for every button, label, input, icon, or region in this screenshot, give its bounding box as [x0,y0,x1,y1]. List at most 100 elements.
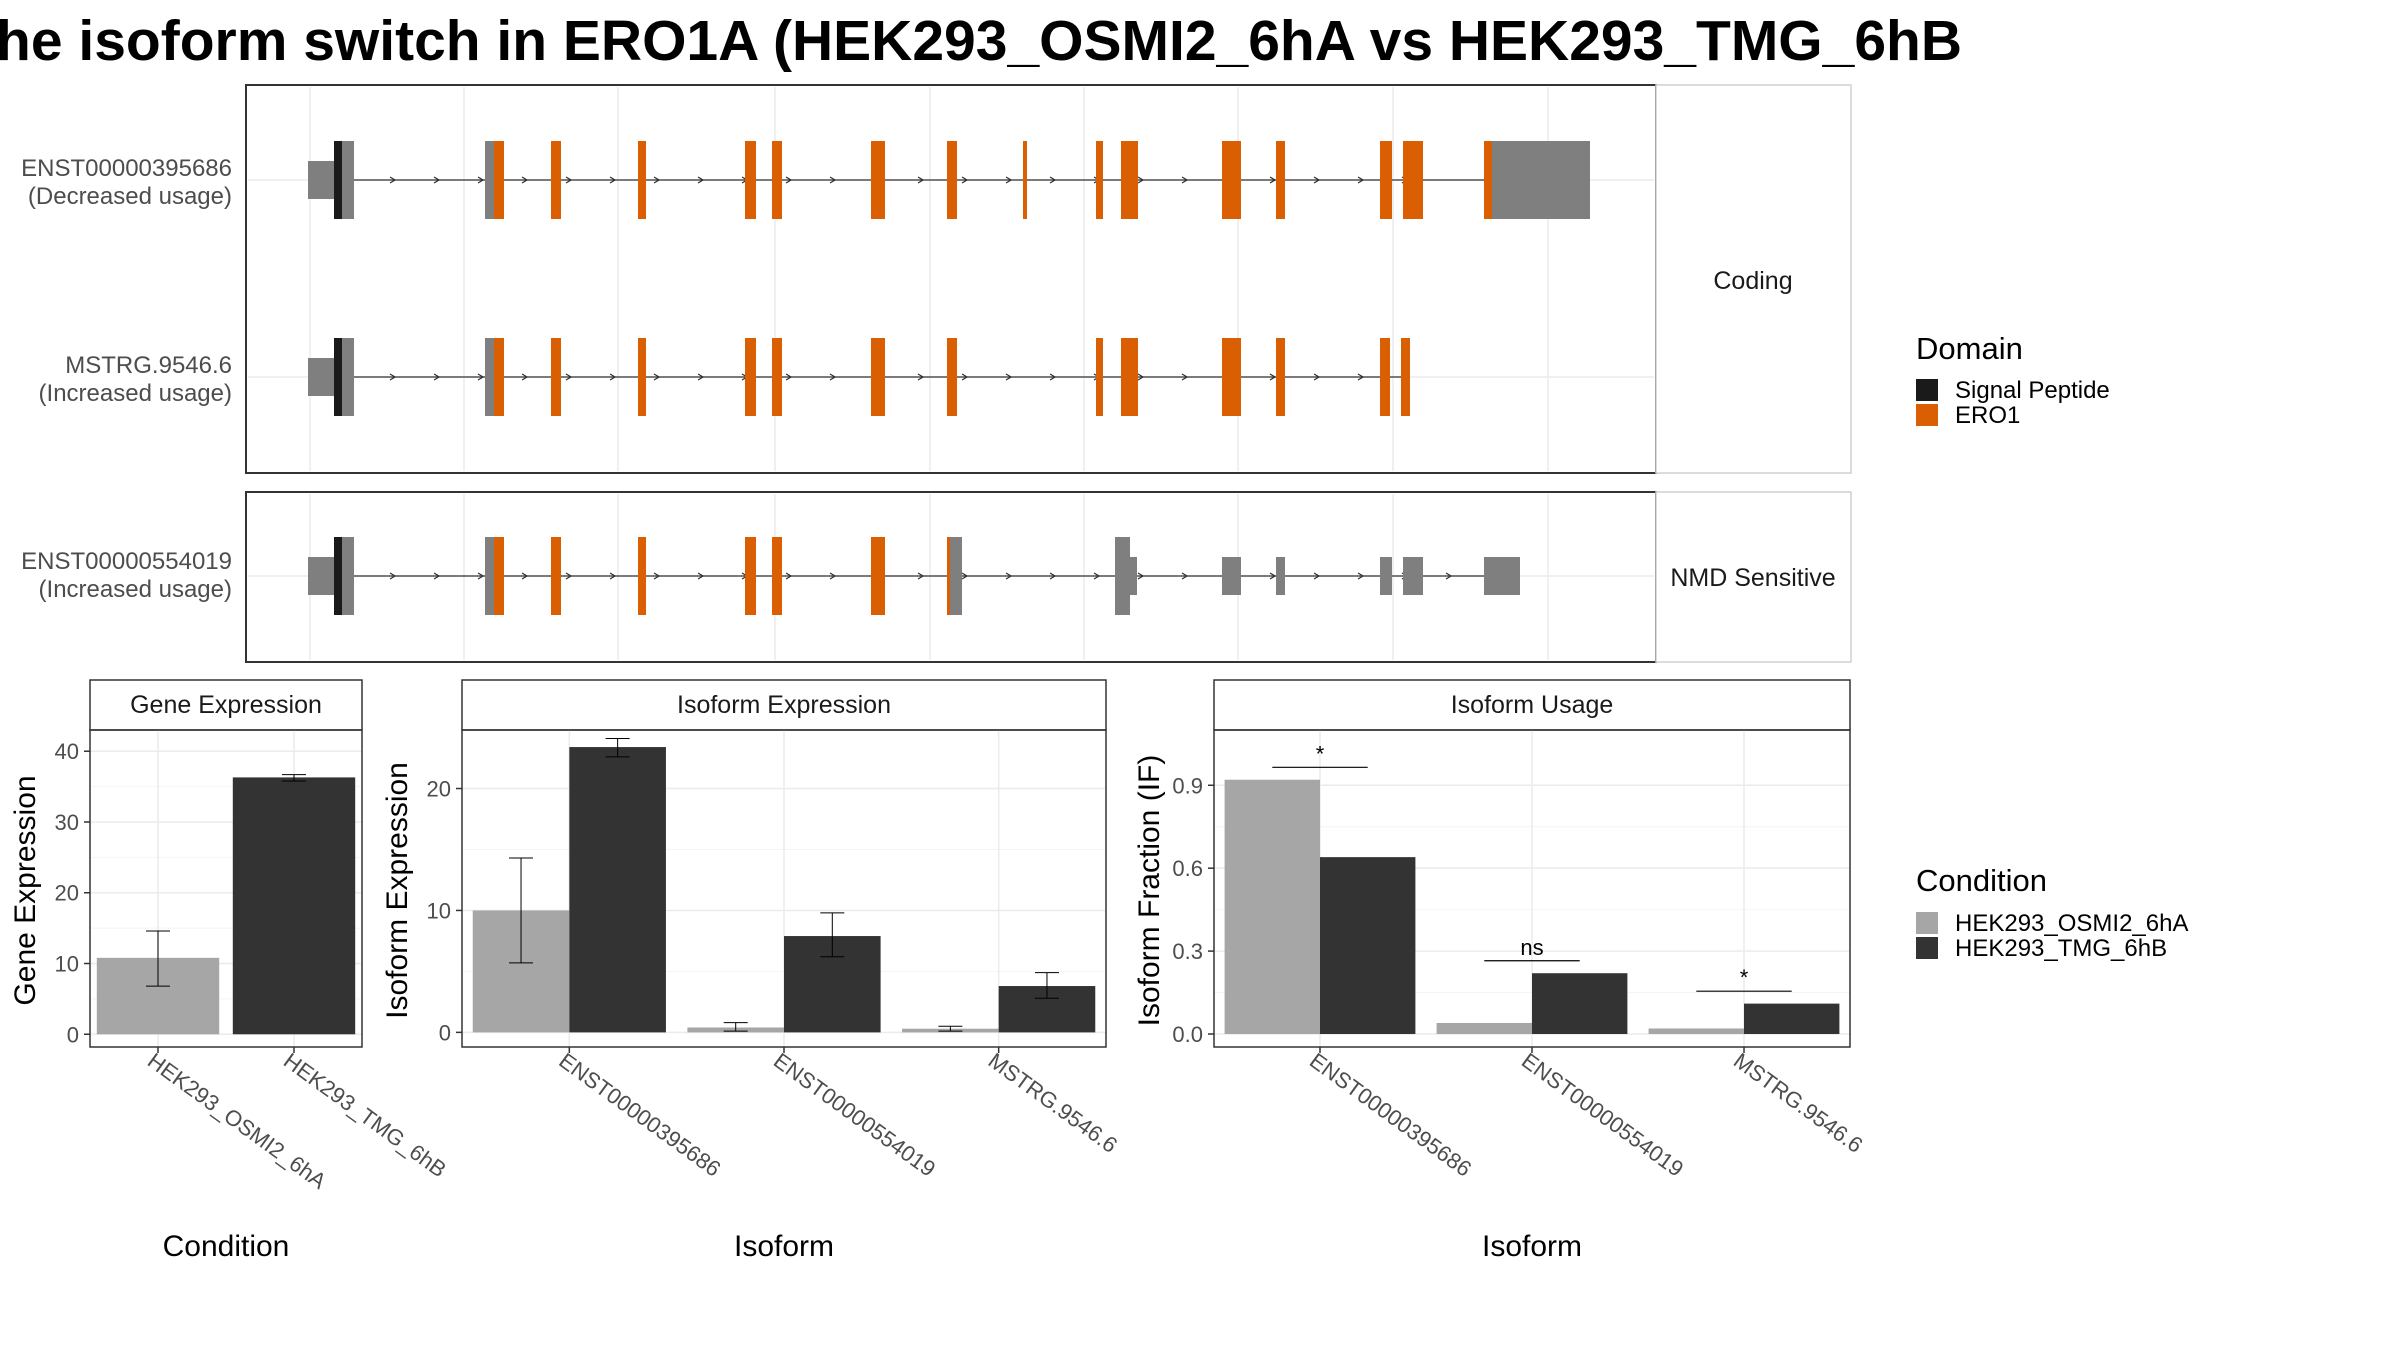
exon-ero1 [1222,141,1241,219]
intron-arrow [1313,373,1321,381]
exon-ero1 [745,338,756,416]
isoform-usage-chart: Isoform Usage * ns * 0.0 0.3 0.6 0.9 ENST0000039… [1133,679,1867,1263]
intron-arrow [565,373,573,381]
exon-ero1 [947,537,950,615]
exon-noncoding [1276,557,1285,595]
exon-ero1 [638,338,646,416]
exon-ero1 [871,141,885,219]
transcript-structure-panel: Coding NMD Sensitive ENST00000395686 (De… [21,84,1852,663]
significance-label: * [1740,965,1749,990]
exon-ero1 [745,537,756,615]
exon-noncoding [485,141,494,219]
intron-arrow [1049,572,1057,580]
intron-arrow [1357,373,1365,381]
figure-title: he isoform switch in ERO1A (HEK293_OSMI2… [0,9,1962,73]
exon-ero1 [1121,338,1138,416]
exon-ero1 [1401,338,1410,416]
exon-ero1 [494,141,504,219]
y-tick-label: 20 [427,777,451,802]
intron-arrow [1269,373,1277,381]
legend-key-tmg [1916,937,1938,959]
intron-arrow [653,176,661,184]
exon-ero1 [494,338,504,416]
intron-arrow [829,572,837,580]
legend-label-ero1: ERO1 [1955,402,2020,429]
nmd-strip-box [1655,491,1852,663]
legend-label-tmg: HEK293_TMG_6hB [1955,935,2167,962]
exon-ero1 [551,537,561,615]
intron-arrow [477,373,485,381]
intron-arrow [609,373,617,381]
bar [1744,1003,1840,1035]
y-axis-title: Isoform Expression [381,762,414,1019]
intron-arrow [917,572,925,580]
intron-arrow [1181,176,1189,184]
exon-noncoding [308,557,334,595]
x-axis-title: Condition [163,1230,290,1263]
condition-legend: Condition HEK293_OSMI2_6hA HEK293_TMG_6h… [1916,863,2188,962]
intron-arrow [1357,572,1365,580]
exon-noncoding [1222,557,1241,595]
intron-arrow [1137,176,1145,184]
strip-nmd-sensitive: NMD Sensitive [1670,564,1835,592]
y-tick-label: 0.6 [1172,856,1203,881]
strip-label: Isoform Usage [1451,691,1614,719]
exon-noncoding [308,358,334,396]
intron-arrow [1005,572,1013,580]
intron-arrow [1445,572,1453,580]
intron-arrow [829,176,837,184]
exon-signal-peptide [334,537,342,615]
intron-arrow [1181,572,1189,580]
y-tick-label: 0.0 [1172,1022,1203,1047]
exon-ero1 [1403,141,1423,219]
legend-key-ero1 [1916,404,1938,426]
intron-arrow [697,572,705,580]
bar [569,747,666,1033]
intron-arrow [653,572,661,580]
isoform-label-1-usage: (Decreased usage) [28,183,232,210]
exon-noncoding [485,537,494,615]
panel-border [89,729,363,1048]
intron-arrow [1005,373,1013,381]
x-tick-label: ENST00000554019 [1517,1048,1688,1182]
intron-arrow [961,373,969,381]
y-axis-title: Isoform Fraction (IF) [1133,755,1166,1027]
exon-noncoding [485,338,494,416]
significance-label: * [1316,741,1325,766]
x-tick-label: ENST00000395686 [1305,1048,1476,1182]
y-tick-label: 10 [427,898,451,923]
isoform-label-1-id: ENST00000395686 [21,155,232,182]
bar [1436,1022,1532,1035]
legend-label-signal-peptide: Signal Peptide [1955,377,2110,404]
condition-legend-title: Condition [1916,863,2047,898]
intron-arrow [389,572,397,580]
y-tick-label: 0.9 [1172,773,1203,798]
exon-ero1 [772,537,782,615]
x-axis-title: Isoform [734,1230,834,1263]
legend-label-osmi2: HEK293_OSMI2_6hA [1955,910,2188,937]
exon-noncoding [1115,537,1130,615]
intron-arrow [521,373,529,381]
intron-arrow [785,373,793,381]
exon-ero1 [1276,338,1285,416]
bar [232,777,356,1035]
exon-noncoding [308,161,334,199]
coding-strip-box [1655,84,1852,474]
exon-noncoding [342,338,354,416]
exon-ero1 [494,537,504,615]
exon-ero1 [551,141,561,219]
y-tick-label: 40 [55,739,79,764]
exon-ero1 [871,537,885,615]
x-tick-label: ENST00000554019 [769,1048,940,1182]
intron-arrow [1005,176,1013,184]
domain-legend-title: Domain [1916,331,2023,366]
intron-arrow [477,572,485,580]
strip-label: Gene Expression [130,691,322,719]
exon-ero1 [1023,141,1027,219]
isoform-label-3-id: ENST00000554019 [21,548,232,575]
intron-arrow [389,176,397,184]
y-tick-label: 0.3 [1172,939,1203,964]
exon-ero1 [947,338,957,416]
x-axis-title: Isoform [1482,1230,1582,1263]
